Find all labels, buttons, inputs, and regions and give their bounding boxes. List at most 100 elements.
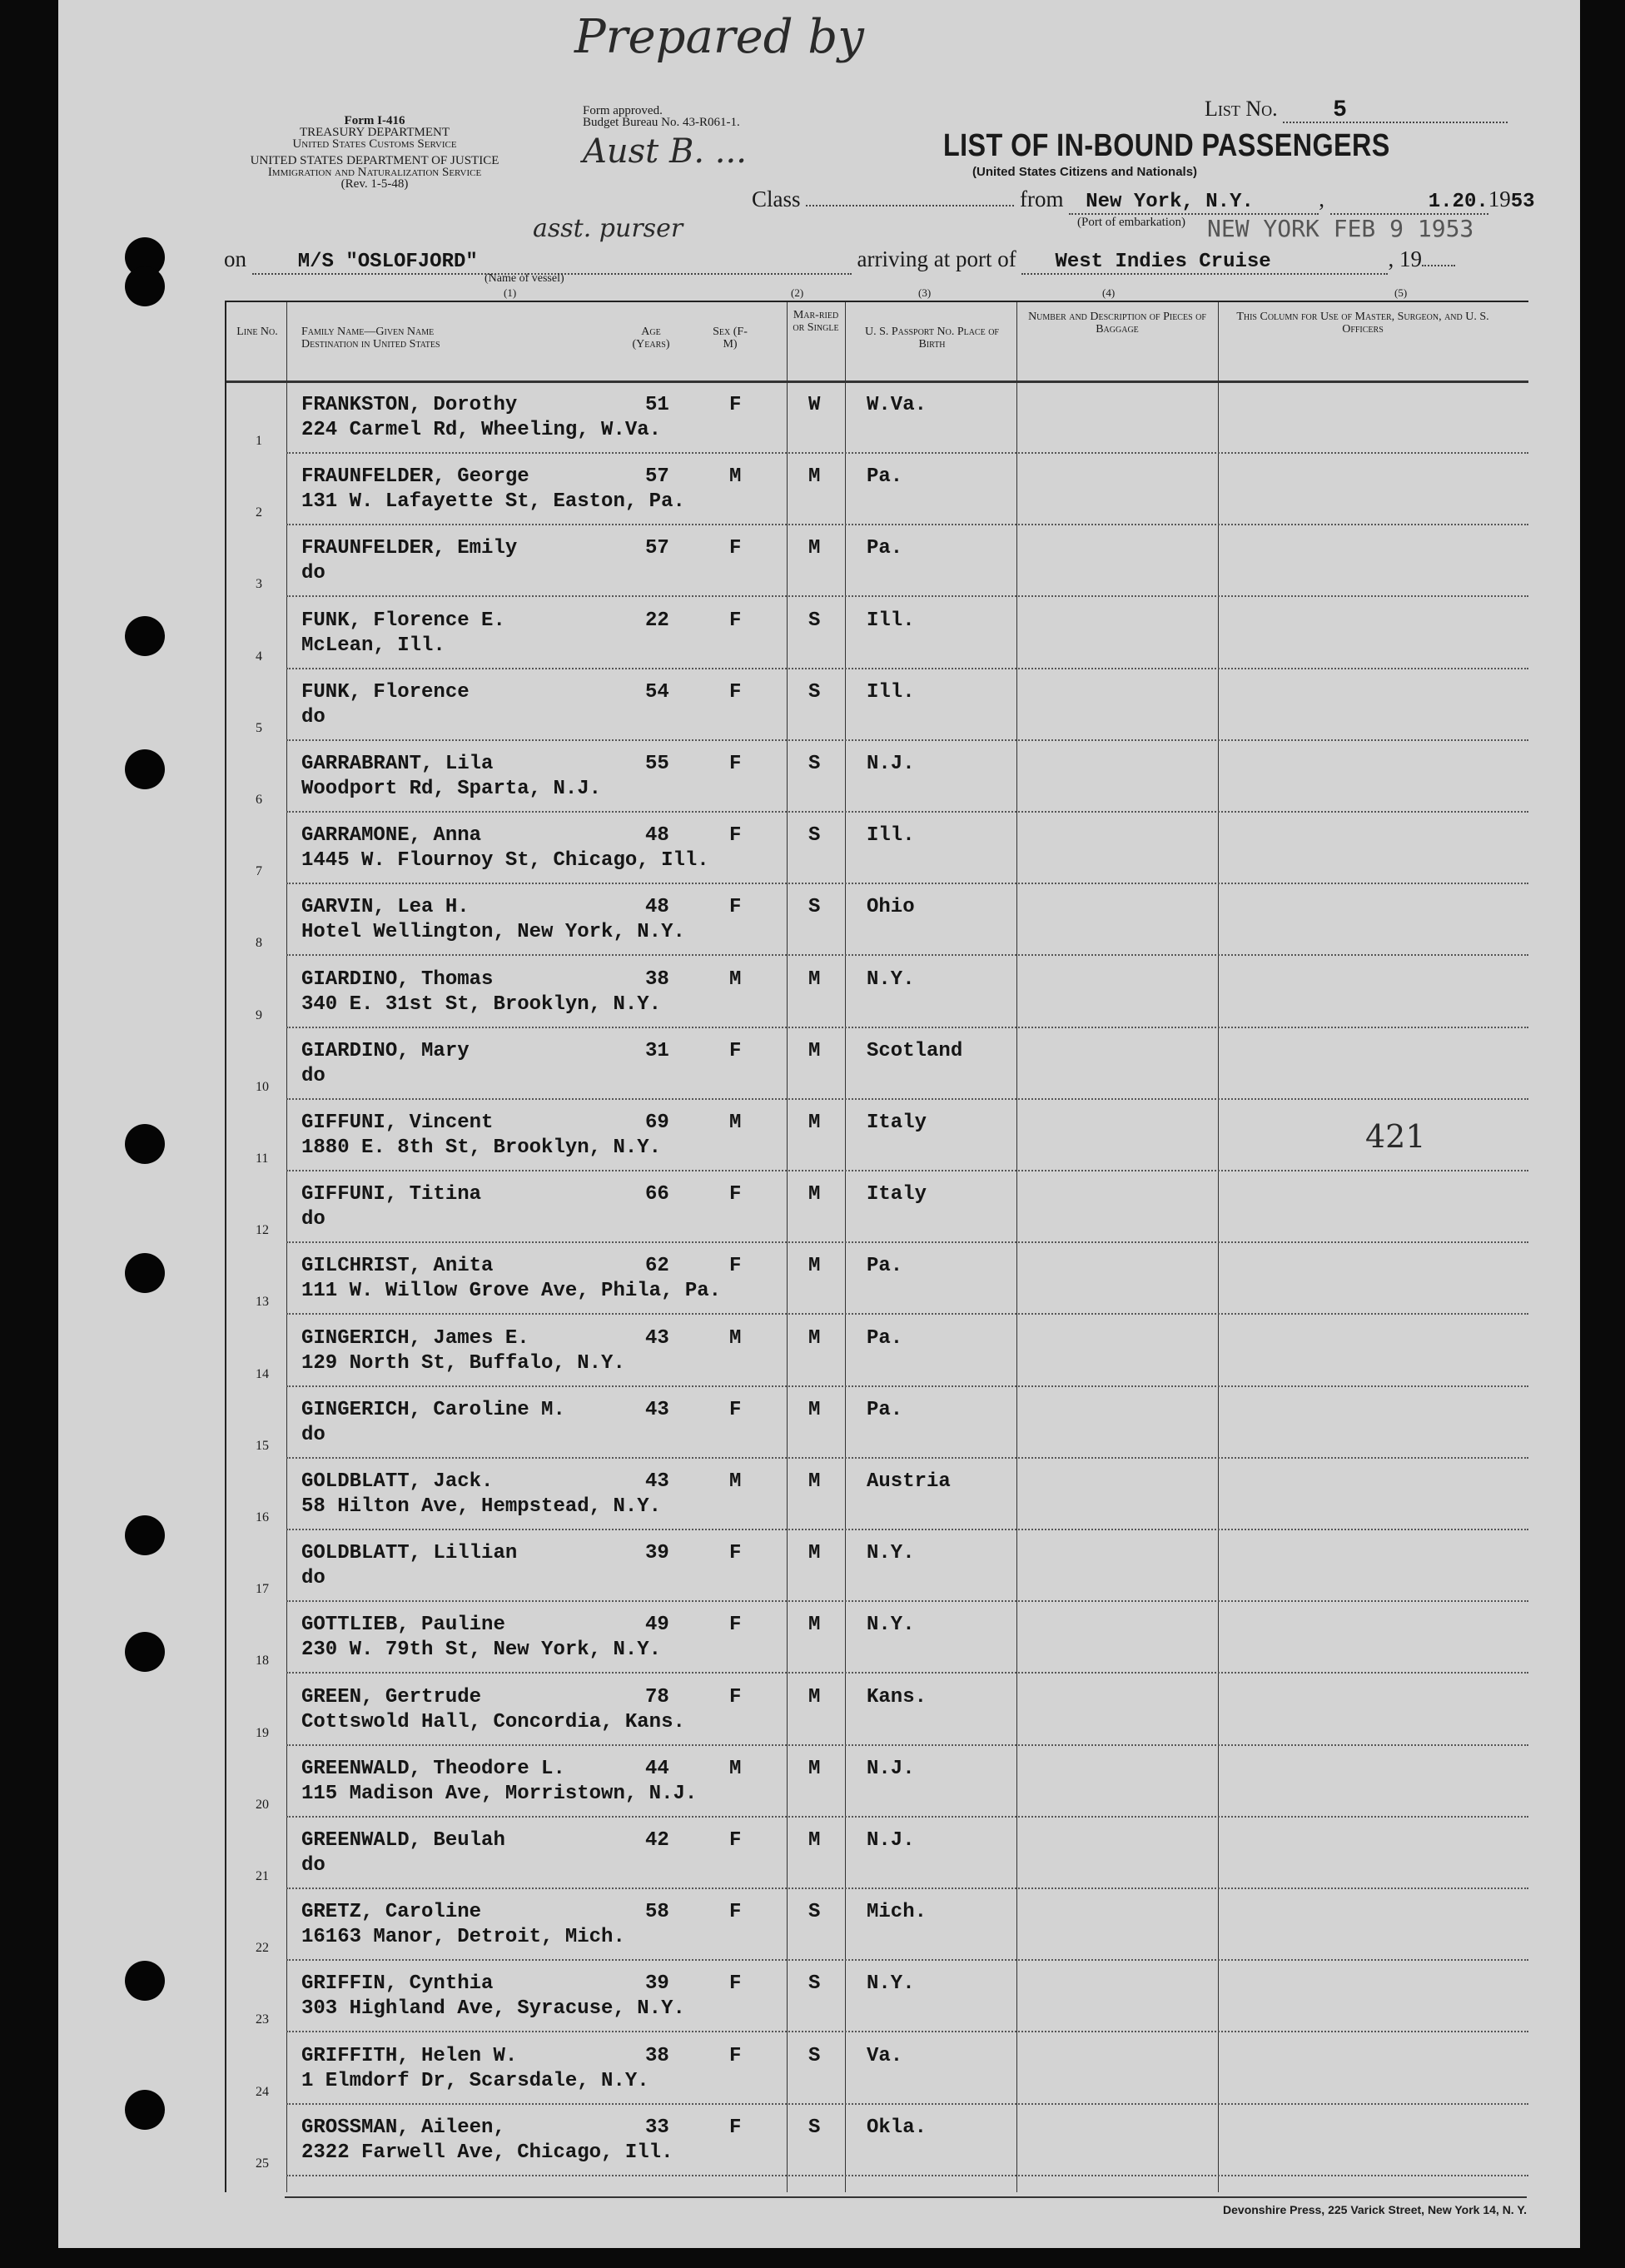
list-no-label: List No. <box>1205 97 1278 121</box>
cell-line: 10 <box>256 1079 269 1094</box>
punch-hole <box>125 1253 165 1293</box>
cell-sex: M <box>729 465 742 489</box>
cell-dest: 16163 Manor, Detroit, Mich. <box>301 1926 625 1949</box>
cell-birth: Ohio <box>867 896 915 919</box>
vessel-caption: (Name of vessel) <box>485 272 564 285</box>
cell-married: M <box>808 1470 821 1493</box>
col-number-5: (5) <box>1394 286 1408 299</box>
cell-age: 66 <box>645 1183 669 1206</box>
table-row: 5 FUNK, Florence do 54 F S Ill. <box>226 669 1528 741</box>
cell-name: GIFFUNI, Titina <box>301 1183 482 1206</box>
cell-name: GARRAMONE, Anna <box>301 824 482 848</box>
cell-name: GREENWALD, Theodore L. <box>301 1757 565 1780</box>
cell-line: 20 <box>256 1797 269 1812</box>
cell-sex: F <box>729 896 742 919</box>
cell-name: GINGERICH, James E. <box>301 1326 529 1350</box>
cell-married: M <box>808 1183 821 1206</box>
cell-line: 6 <box>256 793 262 807</box>
cell-age: 33 <box>645 2116 669 2139</box>
table-row: 4 FUNK, Florence E. McLean, Ill. 22 F S Ill. <box>226 598 1528 669</box>
table-row: 16 GOLDBLATT, Jack. 58 Hilton Ave, Hempste… <box>226 1459 1528 1530</box>
cell-name: GILCHRIST, Anita <box>301 1255 494 1278</box>
col-header-passport: U. S. Passport No. Place of Birth <box>865 326 999 351</box>
punch-hole <box>125 1632 165 1672</box>
cell-birth: Pa. <box>867 537 903 560</box>
class-label: Class <box>752 187 801 211</box>
on-label: on <box>224 246 246 271</box>
cell-age: 43 <box>645 1326 669 1350</box>
cell-sex: M <box>729 1757 742 1780</box>
cell-sex: F <box>729 1901 742 1924</box>
cell-dest: do <box>301 1208 325 1231</box>
from-label: from <box>1020 187 1064 211</box>
form-number: Form I-416 <box>344 114 405 127</box>
dept-immigration: Immigration and Naturalization Service <box>267 166 482 179</box>
cell-line: 15 <box>256 1438 269 1453</box>
table-row: 20 GREENWALD, Theodore L. 115 Madison Ave,… <box>226 1746 1528 1818</box>
cell-married: W <box>808 394 821 416</box>
cell-line: 3 <box>256 577 262 592</box>
table-row: 13 GILCHRIST, Anita 111 W. Willow Grove Av… <box>226 1243 1528 1316</box>
punch-hole <box>125 1961 165 2001</box>
cell-line: 8 <box>256 936 262 951</box>
arrival-year: , 19 <box>1388 246 1422 271</box>
cell-age: 58 <box>645 1901 669 1924</box>
cell-line: 4 <box>256 649 262 664</box>
cell-name: GARRABRANT, Lila <box>301 753 494 775</box>
cell-sex: M <box>729 967 742 991</box>
officer-note: 421 <box>1365 1118 1426 1155</box>
vessel-line: on M/S "OSLOFJORD" arriving at port of W… <box>224 247 1455 275</box>
table-row: 14 GINGERICH, James E. 129 North St, Buffa… <box>226 1316 1528 1387</box>
cell-age: 38 <box>645 2044 669 2067</box>
cell-name: FUNK, Florence E. <box>301 609 505 632</box>
cell-sex: F <box>729 1972 742 1996</box>
punch-hole <box>125 616 165 656</box>
cell-married: M <box>808 967 821 991</box>
cell-name: GRETZ, Caroline <box>301 1901 482 1924</box>
cell-age: 49 <box>645 1614 669 1637</box>
cell-married: M <box>808 1685 821 1708</box>
cell-sex: F <box>729 2116 742 2139</box>
cell-age: 51 <box>645 394 669 416</box>
form-approved: Form approved. <box>583 104 663 117</box>
budget-bureau: Budget Bureau No. 43-R061-1. <box>583 116 740 129</box>
cell-married: M <box>808 1255 821 1278</box>
cell-age: 54 <box>645 680 669 704</box>
cell-line: 16 <box>256 1510 269 1524</box>
cell-sex: F <box>729 2044 742 2067</box>
cell-age: 55 <box>645 753 669 775</box>
printer-imprint: Devonshire Press, 225 Varick Street, New… <box>1223 2203 1527 2216</box>
cell-line: 22 <box>256 1941 269 1956</box>
cell-line: 13 <box>256 1295 269 1310</box>
cell-sex: F <box>729 537 742 560</box>
dept-treasury: TREASURY DEPARTMENT <box>299 126 450 139</box>
class-line: Class from New York, N.Y., 1.20.1953 <box>752 187 1535 215</box>
cell-age: 62 <box>645 1255 669 1278</box>
arrival-port: West Indies Cruise <box>1055 251 1271 273</box>
cell-married: S <box>808 1972 821 1996</box>
cell-birth: Italy <box>867 1112 927 1134</box>
table-row: 6 GARRABRANT, Lila Woodport Rd, Sparta, N.… <box>226 741 1528 813</box>
col-header-age: Age (Years) <box>632 326 670 351</box>
cell-birth: N.Y. <box>867 1542 915 1565</box>
cell-birth: Italy <box>867 1183 927 1206</box>
cell-dest: 2322 Farwell Ave, Chicago, Ill. <box>301 2141 673 2164</box>
table-row: 18 GOTTLIEB, Pauline 230 W. 79th St, New Y… <box>226 1602 1528 1674</box>
cell-age: 22 <box>645 609 669 632</box>
cell-birth: N.Y. <box>867 1972 915 1996</box>
arrival-stamp: NEW YORK FEB 9 1953 <box>1207 215 1474 242</box>
punch-hole <box>125 1124 165 1164</box>
table-row: 22 GRETZ, Caroline 16163 Manor, Detroit, M… <box>226 1889 1528 1962</box>
dept-customs: United States Customs Service <box>292 137 457 151</box>
port-embarkation-caption: (Port of embarkation) <box>1077 216 1185 229</box>
cell-married: S <box>808 2044 821 2067</box>
col-header-line: Line No. <box>236 326 278 338</box>
table-row: 8 GARVIN, Lea H. Hotel Wellington, New Yor… <box>226 884 1528 957</box>
cell-married: M <box>808 1614 821 1637</box>
cell-dest: 1445 W. Flournoy St, Chicago, Ill. <box>301 849 709 873</box>
cell-sex: M <box>729 1326 742 1350</box>
cell-birth: Okla. <box>867 2116 927 2139</box>
cell-married: M <box>808 1112 821 1134</box>
cell-dest: 129 North St, Buffalo, N.Y. <box>301 1351 625 1375</box>
cell-birth: Pa. <box>867 1326 903 1350</box>
